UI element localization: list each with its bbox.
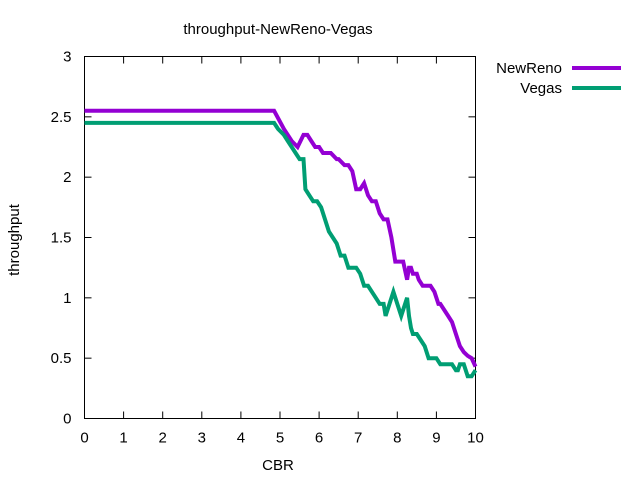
x-axis-title: CBR xyxy=(262,457,294,474)
x-tick-label: 4 xyxy=(237,430,245,447)
x-tick-label: 10 xyxy=(467,430,484,447)
axis-tick-labels: 0 1 2 3 4 5 6 7 8 9 10 0 0.5 1 1.5 2 2.5 3 xyxy=(51,49,484,447)
y-tick-label: 3 xyxy=(63,49,71,66)
legend-label-newreno: NewReno xyxy=(496,60,562,77)
x-tick-label: 7 xyxy=(354,430,362,447)
x-tick-label: 1 xyxy=(119,430,127,447)
chart-title: throughput-NewReno-Vegas xyxy=(183,21,372,38)
x-tick-label: 8 xyxy=(393,430,401,447)
x-tick-label: 5 xyxy=(276,430,284,447)
y-tick-label: 1 xyxy=(63,290,71,307)
y-tick-label: 2.5 xyxy=(51,109,72,126)
y-tick-label: 1.5 xyxy=(51,230,72,247)
x-tick-label: 3 xyxy=(198,430,206,447)
legend-label-vegas: Vegas xyxy=(520,80,562,97)
y-tick-label: 0.5 xyxy=(51,350,72,367)
axis-ticks xyxy=(84,56,476,419)
x-tick-label: 6 xyxy=(315,430,323,447)
x-tick-label: 0 xyxy=(80,430,88,447)
y-tick-label: 2 xyxy=(63,169,71,186)
series-lines xyxy=(84,108,478,379)
y-tick-label: 0 xyxy=(63,411,71,428)
x-tick-label: 2 xyxy=(159,430,167,447)
series-line-vegas xyxy=(84,120,478,379)
y-axis-title: throughput xyxy=(6,203,23,276)
x-tick-label: 9 xyxy=(432,430,440,447)
series-line-newreno xyxy=(84,108,478,368)
legend: NewReno Vegas xyxy=(496,60,621,97)
